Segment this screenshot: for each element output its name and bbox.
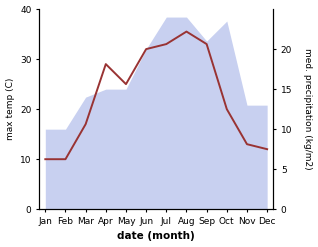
Y-axis label: max temp (C): max temp (C) (5, 78, 15, 140)
X-axis label: date (month): date (month) (117, 231, 195, 242)
Y-axis label: med. precipitation (kg/m2): med. precipitation (kg/m2) (303, 48, 313, 170)
